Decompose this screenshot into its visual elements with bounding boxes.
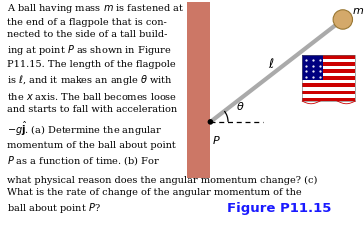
Text: Figure P11.15: Figure P11.15 <box>227 202 332 215</box>
Bar <box>302 80 355 83</box>
Circle shape <box>207 119 213 125</box>
Text: $m$: $m$ <box>352 6 364 16</box>
Bar <box>302 83 355 87</box>
Bar <box>302 69 355 73</box>
Bar <box>302 62 355 66</box>
Bar <box>302 94 355 97</box>
Bar <box>302 87 355 91</box>
Text: A ball having mass $m$ is fastened at
the end of a flagpole that is con-
nected : A ball having mass $m$ is fastened at th… <box>7 2 184 167</box>
Bar <box>302 55 323 80</box>
Text: $\ell$: $\ell$ <box>268 57 274 71</box>
Text: $\theta$: $\theta$ <box>236 100 245 112</box>
Text: what physical reason does the angular momentum change? (c)
What is the rate of c: what physical reason does the angular mo… <box>7 176 318 215</box>
Bar <box>302 59 355 62</box>
Text: $P$: $P$ <box>212 134 221 146</box>
Bar <box>302 76 355 80</box>
Bar <box>187 2 210 178</box>
Bar <box>302 66 355 69</box>
Bar <box>302 55 355 101</box>
Circle shape <box>333 10 352 29</box>
Bar <box>302 97 355 101</box>
Bar <box>302 91 355 94</box>
Bar <box>302 55 355 59</box>
Bar <box>302 73 355 76</box>
